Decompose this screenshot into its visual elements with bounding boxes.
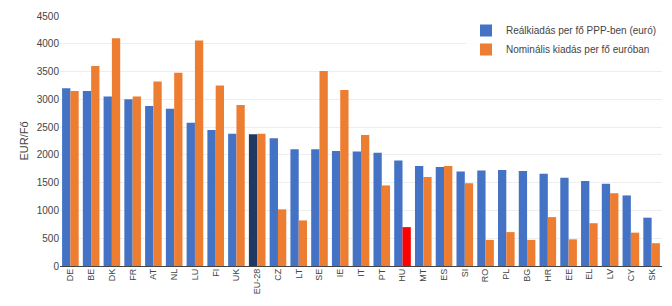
svg-text:BG: BG <box>522 269 532 282</box>
svg-text:BE: BE <box>86 269 96 281</box>
svg-text:MT: MT <box>418 268 428 281</box>
svg-text:EE: EE <box>564 269 574 281</box>
svg-text:Nominális kiadás per fő euróba: Nominális kiadás per fő euróban <box>506 44 649 55</box>
svg-text:SK: SK <box>647 269 657 281</box>
svg-text:LT: LT <box>294 268 304 278</box>
svg-text:EL: EL <box>584 269 594 280</box>
svg-text:LV: LV <box>605 269 615 279</box>
svg-text:EUR/Fő: EUR/Fő <box>18 121 30 160</box>
svg-text:1000: 1000 <box>37 205 60 216</box>
svg-text:UK: UK <box>231 269 241 282</box>
svg-text:HU: HU <box>397 269 407 282</box>
svg-text:LU: LU <box>190 269 200 281</box>
svg-text:2500: 2500 <box>37 122 60 133</box>
svg-text:FR: FR <box>128 268 138 280</box>
svg-text:3500: 3500 <box>37 66 60 77</box>
svg-text:DE: DE <box>65 269 75 282</box>
svg-text:IT: IT <box>356 268 366 277</box>
svg-text:4500: 4500 <box>37 11 60 22</box>
svg-text:1500: 1500 <box>37 177 60 188</box>
svg-text:0: 0 <box>53 261 59 272</box>
svg-text:NL: NL <box>169 269 179 281</box>
svg-text:DK: DK <box>107 269 117 282</box>
svg-text:SI: SI <box>460 269 470 278</box>
svg-text:2000: 2000 <box>37 149 60 160</box>
svg-text:500: 500 <box>42 233 59 244</box>
svg-text:CZ: CZ <box>273 268 283 280</box>
svg-text:AT: AT <box>148 268 158 279</box>
svg-text:PT: PT <box>377 268 387 280</box>
svg-text:EU-28: EU-28 <box>252 269 262 295</box>
svg-text:CY: CY <box>626 269 636 282</box>
svg-text:RO: RO <box>480 269 490 283</box>
svg-text:ES: ES <box>439 269 449 281</box>
svg-text:IE: IE <box>335 269 345 278</box>
svg-text:SE: SE <box>314 269 324 281</box>
svg-text:HR: HR <box>543 268 553 281</box>
svg-text:PL: PL <box>501 269 511 280</box>
svg-text:4000: 4000 <box>37 38 60 49</box>
svg-text:FI: FI <box>211 269 221 277</box>
svg-text:Reálkiadás per fő PPP-ben (eur: Reálkiadás per fő PPP-ben (euró) <box>506 25 656 36</box>
svg-text:3000: 3000 <box>37 94 60 105</box>
